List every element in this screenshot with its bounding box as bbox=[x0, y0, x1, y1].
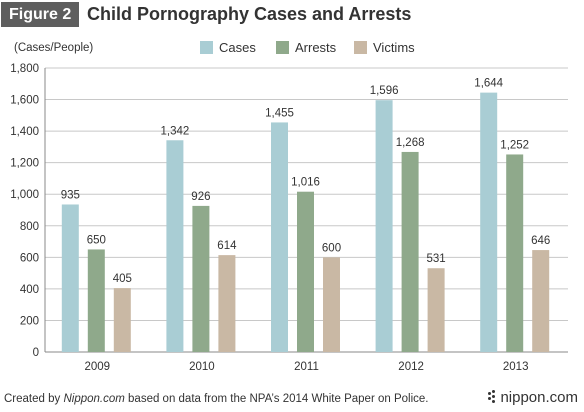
bar-cases bbox=[61, 204, 79, 352]
bar-victims bbox=[218, 255, 236, 352]
y-tick-label: 200 bbox=[20, 315, 39, 327]
figure-badge: Figure 2 bbox=[1, 2, 80, 27]
x-tick-label: 2013 bbox=[503, 361, 529, 373]
x-tick-label: 2009 bbox=[85, 361, 111, 373]
data-label: 646 bbox=[531, 235, 550, 247]
bar-arrests bbox=[401, 151, 419, 352]
data-label: 1,644 bbox=[474, 78, 503, 90]
brand-logo: nippon.com bbox=[488, 389, 578, 406]
bar-victims bbox=[323, 257, 340, 352]
y-tick-label: 1,200 bbox=[10, 158, 39, 170]
bar-arrests bbox=[192, 205, 210, 352]
source-name: Nippon.com bbox=[63, 393, 125, 405]
source-prefix: Created by bbox=[4, 393, 64, 405]
bar-victims bbox=[532, 250, 550, 352]
source-suffix: based on data from the NPA’s 2014 White … bbox=[124, 393, 429, 405]
legend-label-cases: Cases bbox=[219, 40, 256, 55]
x-tick-label: 2010 bbox=[189, 361, 215, 373]
figure-header: Figure 2 Child Pornography Cases and Arr… bbox=[0, 0, 584, 30]
legend-swatch-cases bbox=[200, 41, 213, 54]
y-tick-label: 600 bbox=[20, 252, 39, 264]
data-label: 614 bbox=[217, 240, 237, 252]
data-label: 650 bbox=[87, 234, 106, 246]
y-tick-label: 1,000 bbox=[10, 189, 39, 201]
data-label: 1,455 bbox=[265, 107, 294, 119]
source-note: Created by Nippon.com based on data from… bbox=[4, 393, 428, 405]
legend-swatch-arrests bbox=[276, 41, 289, 54]
data-label: 405 bbox=[113, 273, 132, 285]
bar-cases bbox=[271, 122, 288, 352]
data-label: 935 bbox=[61, 189, 80, 201]
y-axis-label: (Cases/People) bbox=[14, 42, 93, 54]
legend-swatch-victims bbox=[354, 41, 367, 54]
data-label: 1,268 bbox=[396, 137, 425, 149]
bar-arrests bbox=[506, 154, 524, 352]
data-label: 1,252 bbox=[500, 139, 529, 151]
x-tick-label: 2011 bbox=[294, 361, 319, 373]
y-tick-label: 0 bbox=[33, 347, 39, 359]
data-label: 1,342 bbox=[161, 125, 190, 137]
data-label: 531 bbox=[427, 253, 446, 265]
bar-victims bbox=[427, 268, 445, 352]
bar-cases bbox=[375, 100, 393, 352]
brand-name: nippon.com bbox=[500, 389, 578, 406]
bar-victims bbox=[113, 288, 131, 352]
y-tick-label: 1,400 bbox=[10, 126, 39, 138]
data-label: 1,596 bbox=[370, 85, 399, 97]
bar-arrests bbox=[87, 249, 105, 352]
dots-icon bbox=[488, 390, 498, 404]
y-tick-label: 1,600 bbox=[10, 95, 39, 107]
legend-label-arrests: Arrests bbox=[295, 40, 337, 55]
data-label: 1,016 bbox=[291, 177, 320, 189]
bar-cases bbox=[480, 92, 498, 352]
data-label: 926 bbox=[191, 191, 210, 203]
y-tick-label: 800 bbox=[20, 221, 39, 233]
bar-cases bbox=[166, 140, 184, 352]
y-tick-label: 400 bbox=[20, 284, 39, 296]
x-tick-label: 2012 bbox=[398, 361, 424, 373]
legend-label-victims: Victims bbox=[373, 40, 415, 55]
data-label: 600 bbox=[322, 242, 341, 254]
figure-title: Child Pornography Cases and Arrests bbox=[87, 4, 412, 24]
bar-arrests bbox=[297, 191, 314, 352]
bar-chart: 0 200 400 600 800 1,000 1,200 1,400 1,600 1,800 (C… bbox=[10, 40, 568, 373]
y-tick-label: 1,800 bbox=[10, 63, 39, 75]
